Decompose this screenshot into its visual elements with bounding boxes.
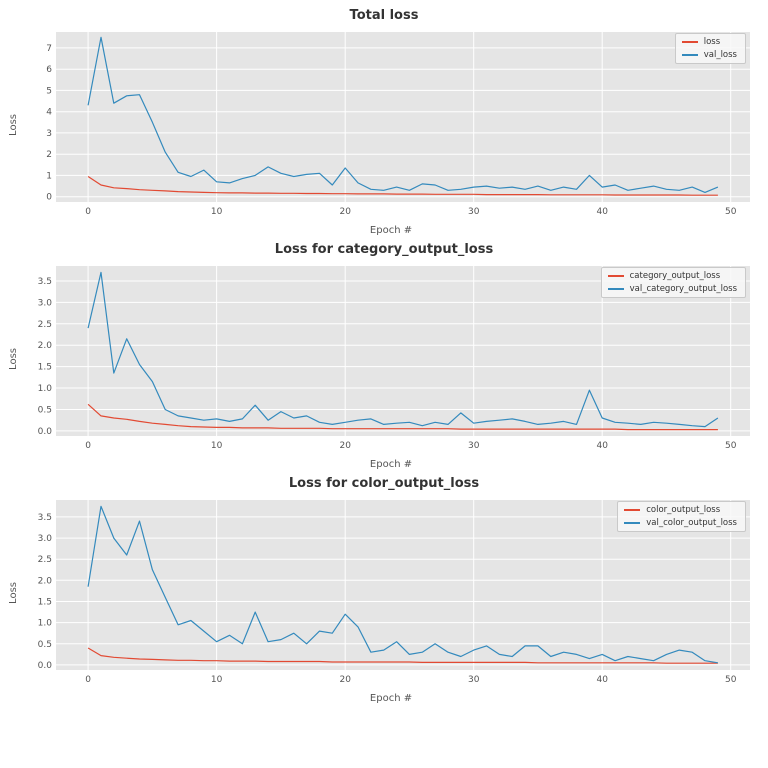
svg-text:50: 50 <box>725 675 737 685</box>
svg-text:2.5: 2.5 <box>38 320 52 330</box>
svg-text:1.5: 1.5 <box>38 598 52 608</box>
svg-text:0: 0 <box>85 441 91 451</box>
chart-title: Total loss <box>349 8 419 23</box>
svg-text:10: 10 <box>211 441 223 451</box>
legend-item: category_output_loss <box>607 271 737 281</box>
plot-row: Loss 0 10 20 30 40 50 0.0 0.5 1.0 1.5 2.0 2.5 3.0 3.5… <box>8 494 760 692</box>
legend: color_output_loss val_color_output_loss <box>617 501 746 532</box>
svg-text:30: 30 <box>468 207 480 217</box>
svg-text:7: 7 <box>46 44 52 54</box>
svg-text:20: 20 <box>339 207 351 217</box>
svg-text:1.0: 1.0 <box>38 619 53 629</box>
plot-row: Loss 0 10 20 30 40 50 0 1 2 3 4 5 6 7 loss val_loss <box>8 26 760 224</box>
legend-item: val_color_output_loss <box>624 518 737 528</box>
legend-label: category_output_loss <box>629 271 721 281</box>
legend-line-sample <box>624 522 641 524</box>
figure-canvas: Total loss Loss 0 10 20 30 40 50 0 1 2 3 4 5 6 7 loss… <box>8 8 760 704</box>
svg-text:50: 50 <box>725 441 737 451</box>
x-axis-label: Epoch # <box>369 693 413 704</box>
chart-title: Loss for color_output_loss <box>288 476 480 491</box>
svg-text:0: 0 <box>85 207 91 217</box>
legend-label: loss <box>703 37 721 47</box>
x-axis-label: Epoch # <box>369 459 413 470</box>
svg-text:0: 0 <box>46 193 52 203</box>
chart-color-output-loss: Loss for color_output_loss Loss 0 10 20 30 4… <box>8 476 760 704</box>
svg-text:2: 2 <box>46 150 52 160</box>
svg-text:0.5: 0.5 <box>38 640 52 650</box>
svg-text:0.0: 0.0 <box>38 427 53 437</box>
plot-svg: 0 10 20 30 40 50 0 1 2 3 4 5 6 7 <box>46 32 750 217</box>
svg-text:2.0: 2.0 <box>38 341 53 351</box>
svg-text:0.0: 0.0 <box>38 661 53 671</box>
plot-area: 0 10 20 30 40 50 0 1 2 3 4 5 6 7 loss val_loss <box>22 26 760 224</box>
y-axis-label: Loss <box>8 582 19 604</box>
legend-label: val_color_output_loss <box>646 518 737 528</box>
svg-text:40: 40 <box>596 675 608 685</box>
plot-area: 0 10 20 30 40 50 0.0 0.5 1.0 1.5 2.0 2.5 3.0 3.5 cate… <box>22 260 760 458</box>
svg-text:0.5: 0.5 <box>38 406 52 416</box>
svg-text:20: 20 <box>339 441 351 451</box>
legend-line-sample <box>681 54 698 56</box>
legend-label: val_loss <box>703 50 737 60</box>
legend: loss val_loss <box>674 33 746 64</box>
svg-text:50: 50 <box>725 207 737 217</box>
legend-label: val_category_output_loss <box>629 284 737 294</box>
plot-row: Loss 0 10 20 30 40 50 0.0 0.5 1.0 1.5 2.0 2.5 3.0 3.5… <box>8 260 760 458</box>
svg-text:40: 40 <box>596 441 608 451</box>
svg-text:4: 4 <box>46 108 52 118</box>
svg-text:30: 30 <box>468 441 480 451</box>
svg-text:3.5: 3.5 <box>38 513 52 523</box>
svg-text:5: 5 <box>46 86 52 96</box>
svg-text:3.5: 3.5 <box>38 277 52 287</box>
legend: category_output_loss val_category_output_… <box>600 267 746 298</box>
svg-text:2.0: 2.0 <box>38 576 53 586</box>
legend-item: val_category_output_loss <box>607 284 737 294</box>
legend-item: val_loss <box>681 50 737 60</box>
chart-total-loss: Total loss Loss 0 10 20 30 40 50 0 1 2 3 4 5 6 7 loss… <box>8 8 760 236</box>
svg-text:0: 0 <box>85 675 91 685</box>
legend-line-sample <box>624 509 641 511</box>
chart-title: Loss for category_output_loss <box>274 242 494 257</box>
svg-text:1: 1 <box>46 171 52 181</box>
legend-label: color_output_loss <box>646 505 721 515</box>
svg-text:2.5: 2.5 <box>38 555 52 565</box>
svg-text:10: 10 <box>211 207 223 217</box>
svg-text:3.0: 3.0 <box>38 534 53 544</box>
svg-text:20: 20 <box>339 675 351 685</box>
svg-text:1.0: 1.0 <box>38 384 53 394</box>
svg-text:3: 3 <box>46 129 52 139</box>
legend-line-sample <box>607 288 624 290</box>
legend-line-sample <box>607 275 624 277</box>
svg-text:1.5: 1.5 <box>38 363 52 373</box>
svg-text:3.0: 3.0 <box>38 298 53 308</box>
plot-area: 0 10 20 30 40 50 0.0 0.5 1.0 1.5 2.0 2.5 3.0 3.5 colo… <box>22 494 760 692</box>
svg-text:30: 30 <box>468 675 480 685</box>
svg-text:10: 10 <box>211 675 223 685</box>
x-axis-label: Epoch # <box>369 225 413 236</box>
y-axis-label: Loss <box>8 114 19 136</box>
legend-item: loss <box>681 37 737 47</box>
svg-text:6: 6 <box>46 65 52 75</box>
svg-text:40: 40 <box>596 207 608 217</box>
y-axis-label: Loss <box>8 348 19 370</box>
legend-line-sample <box>681 41 698 43</box>
chart-category-output-loss: Loss for category_output_loss Loss 0 10 20… <box>8 242 760 470</box>
legend-item: color_output_loss <box>624 505 737 515</box>
